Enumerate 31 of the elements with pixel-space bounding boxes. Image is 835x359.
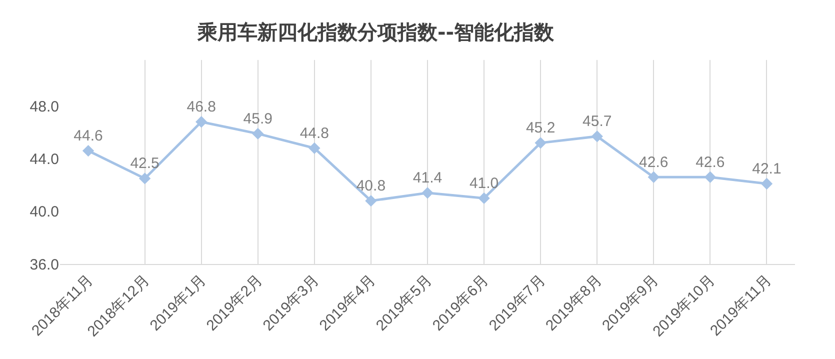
data-label: 45.7 <box>582 112 612 130</box>
y-tick-label: 44.0 <box>30 150 59 168</box>
chart-title: 乘用车新四化指数分项指数--智能化指数 <box>196 20 556 44</box>
data-label: 41.0 <box>469 174 499 192</box>
data-label: 41.4 <box>412 170 442 187</box>
point <box>82 144 94 157</box>
data-label: 40.8 <box>356 177 386 194</box>
point <box>704 171 716 183</box>
y-tick-label: 40.0 <box>30 204 59 221</box>
point <box>478 192 490 204</box>
y-tick-label: 36.0 <box>30 256 59 274</box>
data-label: 42.1 <box>752 160 782 178</box>
data-label: 45.2 <box>526 120 556 137</box>
point <box>365 194 377 207</box>
data-label: 46.8 <box>186 98 216 116</box>
point <box>252 128 264 140</box>
data-label: 42.5 <box>130 155 160 172</box>
data-label: 42.6 <box>639 154 668 171</box>
point <box>308 142 320 154</box>
point <box>196 116 208 128</box>
data-label: 44.8 <box>300 124 330 142</box>
point <box>591 130 603 142</box>
point <box>534 137 546 149</box>
data-label: 44.6 <box>74 127 103 144</box>
point <box>138 172 151 184</box>
point <box>422 187 434 199</box>
y-tick-label: 48.0 <box>30 98 59 116</box>
point <box>760 178 773 190</box>
data-label: 42.6 <box>696 154 725 171</box>
data-label: 45.9 <box>243 110 272 128</box>
point <box>648 171 660 183</box>
